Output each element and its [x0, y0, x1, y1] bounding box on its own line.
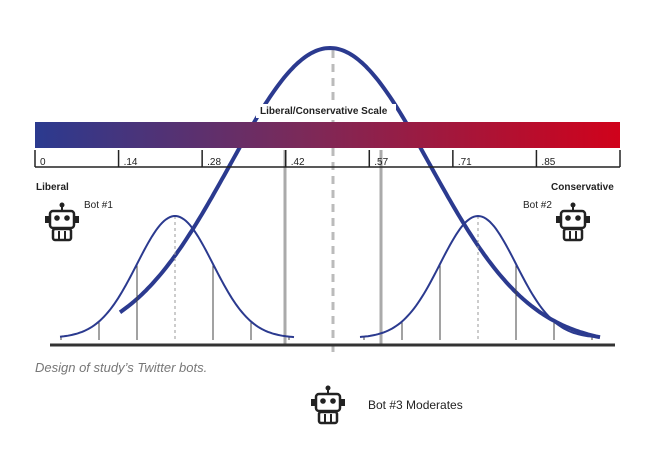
curves [50, 45, 615, 358]
right-label: Conservative [551, 182, 614, 193]
tick-label: .42 [291, 157, 305, 168]
tick-label: .71 [458, 157, 472, 168]
tick-label: .57 [374, 157, 388, 168]
robot-icon [554, 201, 592, 242]
big-curve [118, 45, 601, 340]
tick-label: 0 [40, 157, 46, 168]
small-curve [59, 215, 295, 339]
bot-label: Bot #2 [523, 200, 552, 211]
scale-bar [35, 122, 620, 148]
tick-label: .28 [207, 157, 221, 168]
small-curve [359, 214, 601, 339]
tick-label: .14 [124, 157, 138, 168]
robot-icon [43, 201, 81, 242]
bot-label: Bot #3 Moderates [368, 398, 463, 412]
scale-title: Liberal/Conservative Scale [260, 106, 388, 117]
left-label: Liberal [36, 182, 69, 193]
robot-icon [309, 384, 347, 425]
tick-label: .85 [541, 157, 555, 168]
bot-label: Bot #1 [84, 200, 113, 211]
caption: Design of study’s Twitter bots. [35, 360, 207, 375]
title-bg [256, 104, 396, 118]
